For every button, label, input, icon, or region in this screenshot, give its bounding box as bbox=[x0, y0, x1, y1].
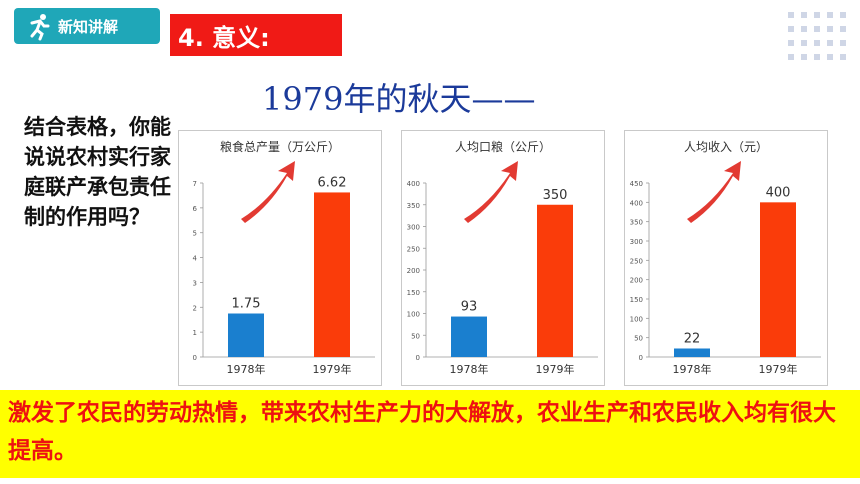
x-tick-label: 1979年 bbox=[313, 362, 352, 376]
y-tick-label: 450 bbox=[630, 180, 643, 188]
y-tick-label: 0 bbox=[639, 354, 643, 362]
chart-income-per-capita: 人均收入（元） 0 50 100 150 200 250 300 350 400 450 22 1978… bbox=[624, 130, 828, 386]
y-tick-label: 0 bbox=[193, 354, 197, 362]
section-badge: 新知讲解 bbox=[14, 8, 160, 44]
bar-1978年 bbox=[451, 316, 487, 357]
y-tick-label: 6 bbox=[193, 205, 198, 213]
bar-1979年 bbox=[314, 192, 350, 357]
growth-arrow-icon bbox=[464, 161, 518, 223]
y-tick-label: 200 bbox=[630, 277, 643, 285]
chart-title: 粮食总产量（万公斤） bbox=[220, 139, 340, 154]
y-tick-label: 7 bbox=[193, 180, 197, 188]
y-tick-label: 400 bbox=[630, 199, 643, 207]
y-tick-label: 250 bbox=[630, 257, 643, 265]
bar-1978年 bbox=[674, 348, 710, 357]
y-tick-label: 50 bbox=[634, 335, 643, 343]
chart-title: 人均口粮（公斤） bbox=[455, 139, 551, 154]
conclusion-text: 激发了农民的劳动热情，带来农村生产力的大解放，农业生产和农民收入均有很大提高。 bbox=[8, 400, 836, 464]
y-tick-label: 400 bbox=[407, 180, 420, 188]
y-tick-label: 300 bbox=[630, 238, 643, 246]
growth-arrow-icon bbox=[241, 161, 295, 223]
question-text: 结合表格，你能说说农村实行家庭联产承包责任制的作用吗？ bbox=[24, 115, 171, 229]
y-tick-label: 100 bbox=[630, 315, 643, 323]
chart-grain-per-capita: 人均口粮（公斤） 0 50 100 150 200 250 300 350 400 93 1978年 3… bbox=[401, 130, 605, 386]
y-tick-label: 1 bbox=[193, 329, 197, 337]
y-tick-label: 5 bbox=[193, 230, 197, 238]
y-tick-label: 50 bbox=[411, 332, 420, 340]
x-tick-label: 1978年 bbox=[450, 362, 489, 376]
data-label: 22 bbox=[684, 331, 701, 346]
y-tick-label: 150 bbox=[630, 296, 643, 304]
y-tick-label: 250 bbox=[407, 245, 420, 253]
bar-1979年 bbox=[537, 204, 573, 357]
y-tick-label: 150 bbox=[407, 289, 420, 297]
bar-1978年 bbox=[228, 313, 264, 357]
y-tick-label: 350 bbox=[407, 202, 420, 210]
data-label: 400 bbox=[766, 185, 791, 200]
x-tick-label: 1979年 bbox=[536, 362, 575, 376]
conclusion-banner: 激发了农民的劳动热情，带来农村生产力的大解放，农业生产和农民收入均有很大提高。 bbox=[0, 390, 860, 478]
badge-label: 新知讲解 bbox=[58, 17, 119, 36]
x-tick-label: 1979年 bbox=[759, 362, 798, 376]
y-tick-label: 200 bbox=[407, 267, 420, 275]
x-tick-label: 1978年 bbox=[673, 362, 712, 376]
y-tick-label: 300 bbox=[407, 224, 420, 232]
x-tick-label: 1978年 bbox=[227, 362, 266, 376]
y-tick-label: 4 bbox=[193, 255, 198, 263]
y-tick-label: 3 bbox=[193, 279, 197, 287]
chart-title: 人均收入（元） bbox=[684, 140, 768, 154]
chart-grain-total: 粮食总产量（万公斤） 0 1 2 3 4 5 6 7 1.75 1978年 6.62 1979年 bbox=[178, 130, 382, 386]
section-title: 4. 意义: bbox=[170, 14, 342, 56]
decorative-dots bbox=[788, 12, 846, 60]
data-label: 1.75 bbox=[232, 297, 261, 312]
slide-heading: 1979年的秋天—— bbox=[262, 80, 536, 118]
data-label: 6.62 bbox=[318, 175, 347, 190]
runner-icon bbox=[30, 14, 50, 41]
growth-arrow-icon bbox=[687, 161, 741, 223]
y-tick-label: 0 bbox=[416, 354, 420, 362]
y-tick-label: 350 bbox=[630, 219, 643, 227]
y-tick-label: 2 bbox=[193, 304, 197, 312]
data-label: 350 bbox=[543, 188, 568, 203]
data-label: 93 bbox=[461, 300, 478, 315]
y-tick-label: 100 bbox=[407, 311, 420, 319]
bar-1979年 bbox=[760, 202, 796, 357]
